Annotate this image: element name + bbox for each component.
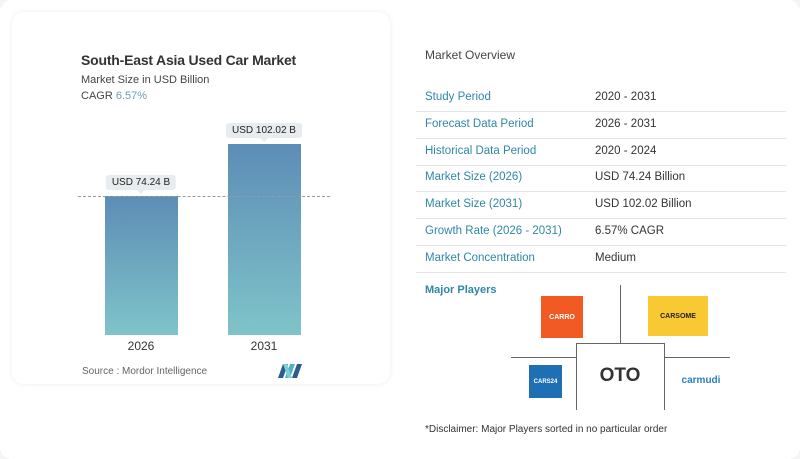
row-label: Forecast Data Period bbox=[425, 117, 534, 130]
row-value: USD 102.02 Billion bbox=[595, 198, 692, 211]
row-value: 2026 - 2031 bbox=[595, 117, 657, 130]
data-label: USD 102.02 B bbox=[226, 123, 302, 142]
reference-line bbox=[78, 196, 330, 197]
chart-title: South-East Asia Used Car Market bbox=[81, 52, 297, 68]
row-value: Medium bbox=[595, 251, 636, 264]
overview-row: Market Size (2026) USD 74.24 Billion bbox=[416, 164, 786, 193]
overview-row: Historical Data Period 2020 - 2024 bbox=[416, 138, 786, 166]
bar-2031 bbox=[228, 144, 301, 335]
carsome-logo: CARSOME bbox=[648, 296, 708, 336]
chart-card bbox=[12, 12, 390, 384]
overview-row: Growth Rate (2026 - 2031) 6.57% CAGR bbox=[416, 218, 786, 246]
bar-2026 bbox=[105, 196, 178, 335]
divider bbox=[664, 357, 730, 358]
row-value: 2020 - 2024 bbox=[595, 144, 657, 157]
chart-subtitle: Market Size in USD Billion bbox=[81, 74, 210, 86]
row-label: Market Size (2026) bbox=[425, 171, 523, 184]
oto-logo: OTO bbox=[599, 365, 641, 386]
carmudi-logo: carmudi bbox=[681, 374, 721, 386]
data-label: USD 74.24 B bbox=[105, 175, 177, 194]
disclaimer: *Disclaimer: Major Players sorted in no … bbox=[425, 424, 668, 435]
mordor-logo-icon bbox=[278, 364, 302, 378]
featured-logo-frame bbox=[576, 343, 665, 410]
row-label: Historical Data Period bbox=[425, 144, 537, 157]
source-text: Source : Mordor Intelligence bbox=[82, 366, 208, 377]
row-label: Market Concentration bbox=[425, 251, 535, 264]
cagr-label: CAGR bbox=[81, 90, 113, 102]
carro-logo: CARRO bbox=[541, 296, 583, 338]
row-label: Growth Rate (2026 - 2031) bbox=[425, 225, 562, 237]
row-label: Market Size (2031) bbox=[425, 198, 523, 211]
row-value: USD 74.24 Billion bbox=[595, 171, 686, 184]
x-tick-label: 2031 bbox=[250, 339, 278, 353]
row-label: Study Period bbox=[425, 91, 491, 103]
cagr-value: 6.57% bbox=[115, 90, 148, 102]
row-value: 2020 - 2031 bbox=[595, 91, 657, 103]
divider bbox=[620, 285, 621, 343]
overview-row: Forecast Data Period 2026 - 2031 bbox=[416, 111, 786, 139]
x-tick-label: 2026 bbox=[127, 339, 155, 353]
overview-row: Market Concentration Medium bbox=[416, 245, 786, 273]
overview-row: Study Period 2020 - 2031 bbox=[416, 84, 786, 112]
divider bbox=[511, 357, 577, 358]
cagr: CAGR 6.57% bbox=[81, 90, 147, 102]
overview-title: Market Overview bbox=[425, 48, 516, 62]
cars24-logo: CARS24 bbox=[529, 365, 562, 398]
overview-row: Market Size (2031) USD 102.02 Billion bbox=[416, 191, 786, 220]
row-value: 6.57% CAGR bbox=[595, 225, 665, 237]
players-title: Major Players bbox=[425, 284, 497, 296]
